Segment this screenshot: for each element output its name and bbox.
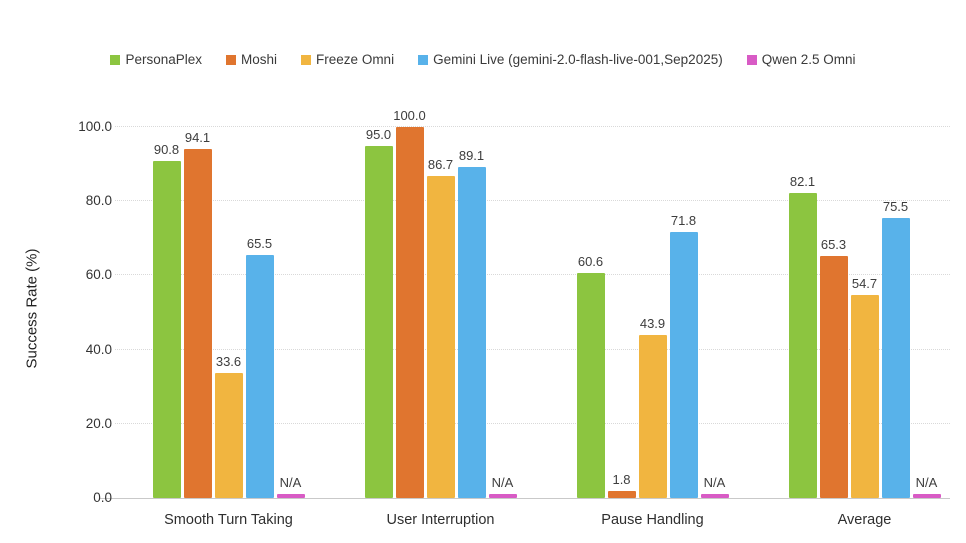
bar-value-label: 54.7 <box>851 276 878 292</box>
legend-label: Gemini Live (gemini-2.0-flash-live-001,S… <box>433 52 723 67</box>
gridline <box>115 200 950 202</box>
bar-cell: 54.7 <box>850 127 879 498</box>
bar-value-label: 82.1 <box>789 174 816 190</box>
x-category-label: Smooth Turn Taking <box>164 512 293 528</box>
bar-cell: N/A <box>700 127 729 498</box>
bar-value-label: 60.6 <box>577 254 604 270</box>
bar-cell: 1.8 <box>607 127 636 498</box>
x-category-label: Average <box>837 512 892 528</box>
legend-swatch <box>301 54 312 65</box>
bar-value-label: 65.3 <box>820 236 847 252</box>
bar <box>395 127 424 498</box>
gridline <box>115 422 950 424</box>
bar <box>488 494 517 498</box>
bar-value-label: 33.6 <box>215 354 242 370</box>
bar <box>607 491 636 498</box>
bar <box>819 255 848 498</box>
gridline <box>115 348 950 350</box>
bar-value-label: 100.0 <box>393 108 426 123</box>
bar-value-label: 71.8 <box>670 212 697 228</box>
bar-cell: N/A <box>276 127 305 498</box>
legend-swatch <box>746 54 757 65</box>
bar <box>788 193 817 498</box>
bar-cell: 33.6 <box>214 127 243 498</box>
bar-value-label: 89.1 <box>458 148 485 164</box>
legend-label: Qwen 2.5 Omni <box>761 52 856 67</box>
bar-group: 90.8 94.1 33.6 65.5 N/A <box>152 127 305 498</box>
legend-label: Moshi <box>241 52 278 67</box>
legend-swatch <box>226 54 237 65</box>
bar <box>152 161 181 498</box>
bar <box>576 273 605 498</box>
bar-cell: 86.7 <box>426 127 455 498</box>
bar <box>850 295 879 498</box>
bar-value-label: 90.8 <box>153 142 180 158</box>
bar <box>881 217 910 498</box>
legend-label: PersonaPlex <box>125 52 203 67</box>
bar <box>245 255 274 498</box>
bar-cell: 75.5 <box>881 127 910 498</box>
bar-value-label: N/A <box>279 475 302 491</box>
legend-item: Moshi <box>226 52 277 67</box>
bar <box>426 176 455 498</box>
bar-value-label: 94.1 <box>184 129 211 145</box>
bar <box>214 373 243 498</box>
bar-value-label: N/A <box>703 475 726 491</box>
bar-value-label: 65.5 <box>246 236 273 251</box>
bar-cell: 65.3 <box>819 127 848 498</box>
bar-value-label: 86.7 <box>427 157 454 173</box>
bar-cell: 71.8 <box>669 127 698 498</box>
bar-cell: N/A <box>912 127 941 498</box>
legend-swatch <box>418 54 429 65</box>
chart-legend: PersonaPlex Moshi Freeze Omni Gemini Live (… <box>0 52 966 67</box>
legend-item: PersonaPlex <box>110 52 202 67</box>
y-tick-label: 20.0 <box>85 415 112 431</box>
y-axis-title: Success Rate (%) <box>23 248 41 369</box>
x-axis-line <box>100 498 950 499</box>
bar <box>276 494 305 498</box>
bar-value-label: N/A <box>491 475 514 491</box>
bar-value-label: 95.0 <box>365 126 392 142</box>
gridline <box>115 274 950 276</box>
bar-value-label: 43.9 <box>639 316 666 332</box>
x-category-label: User Interruption <box>386 512 495 528</box>
bar-cell: 94.1 <box>183 127 212 498</box>
legend-label: Freeze Omni <box>316 52 395 67</box>
y-tick-label: 80.0 <box>85 193 112 209</box>
bar-group: 82.1 65.3 54.7 75.5 N/A <box>788 127 941 498</box>
y-tick-label: 60.0 <box>85 267 112 283</box>
legend-item: Gemini Live (gemini-2.0-flash-live-001,S… <box>418 52 723 67</box>
bar <box>912 494 941 498</box>
bar-cell: 65.5 <box>245 127 274 498</box>
bar-cell: 60.6 <box>576 127 605 498</box>
x-category-label: Pause Handling <box>601 512 704 528</box>
bar-cell: N/A <box>488 127 517 498</box>
bar-group: 60.6 1.8 43.9 71.8 N/A <box>576 127 729 498</box>
y-tick-label: 100.0 <box>78 119 112 134</box>
bar-cell: 100.0 <box>393 108 426 498</box>
bar-cell: 43.9 <box>638 127 667 498</box>
y-tick-label: 0.0 <box>93 490 112 505</box>
gridline <box>115 126 950 127</box>
bar <box>364 145 393 498</box>
bar-cell: 90.8 <box>152 127 181 498</box>
legend-swatch <box>110 54 121 65</box>
y-tick-label: 40.0 <box>85 341 112 357</box>
bar <box>700 494 729 498</box>
bar <box>638 335 667 498</box>
bar-group: 95.0 100.0 86.7 89.1 N/A <box>364 108 517 498</box>
bar-cell: 82.1 <box>788 127 817 498</box>
bar-cell: 89.1 <box>457 127 486 498</box>
bar-value-label: 1.8 <box>612 472 631 488</box>
bar-value-label: 75.5 <box>882 198 909 214</box>
bar <box>183 148 212 498</box>
bar-value-label: N/A <box>915 475 938 491</box>
legend-item: Qwen 2.5 Omni <box>746 52 856 67</box>
bar <box>669 231 698 498</box>
bar-cell: 95.0 <box>364 126 393 498</box>
legend-item: Freeze Omni <box>301 52 394 67</box>
bar <box>457 167 486 498</box>
plot-area: 90.8 94.1 33.6 65.5 N/A 95.0 100.0 86.7 89.1 N/A 6… <box>115 108 950 498</box>
